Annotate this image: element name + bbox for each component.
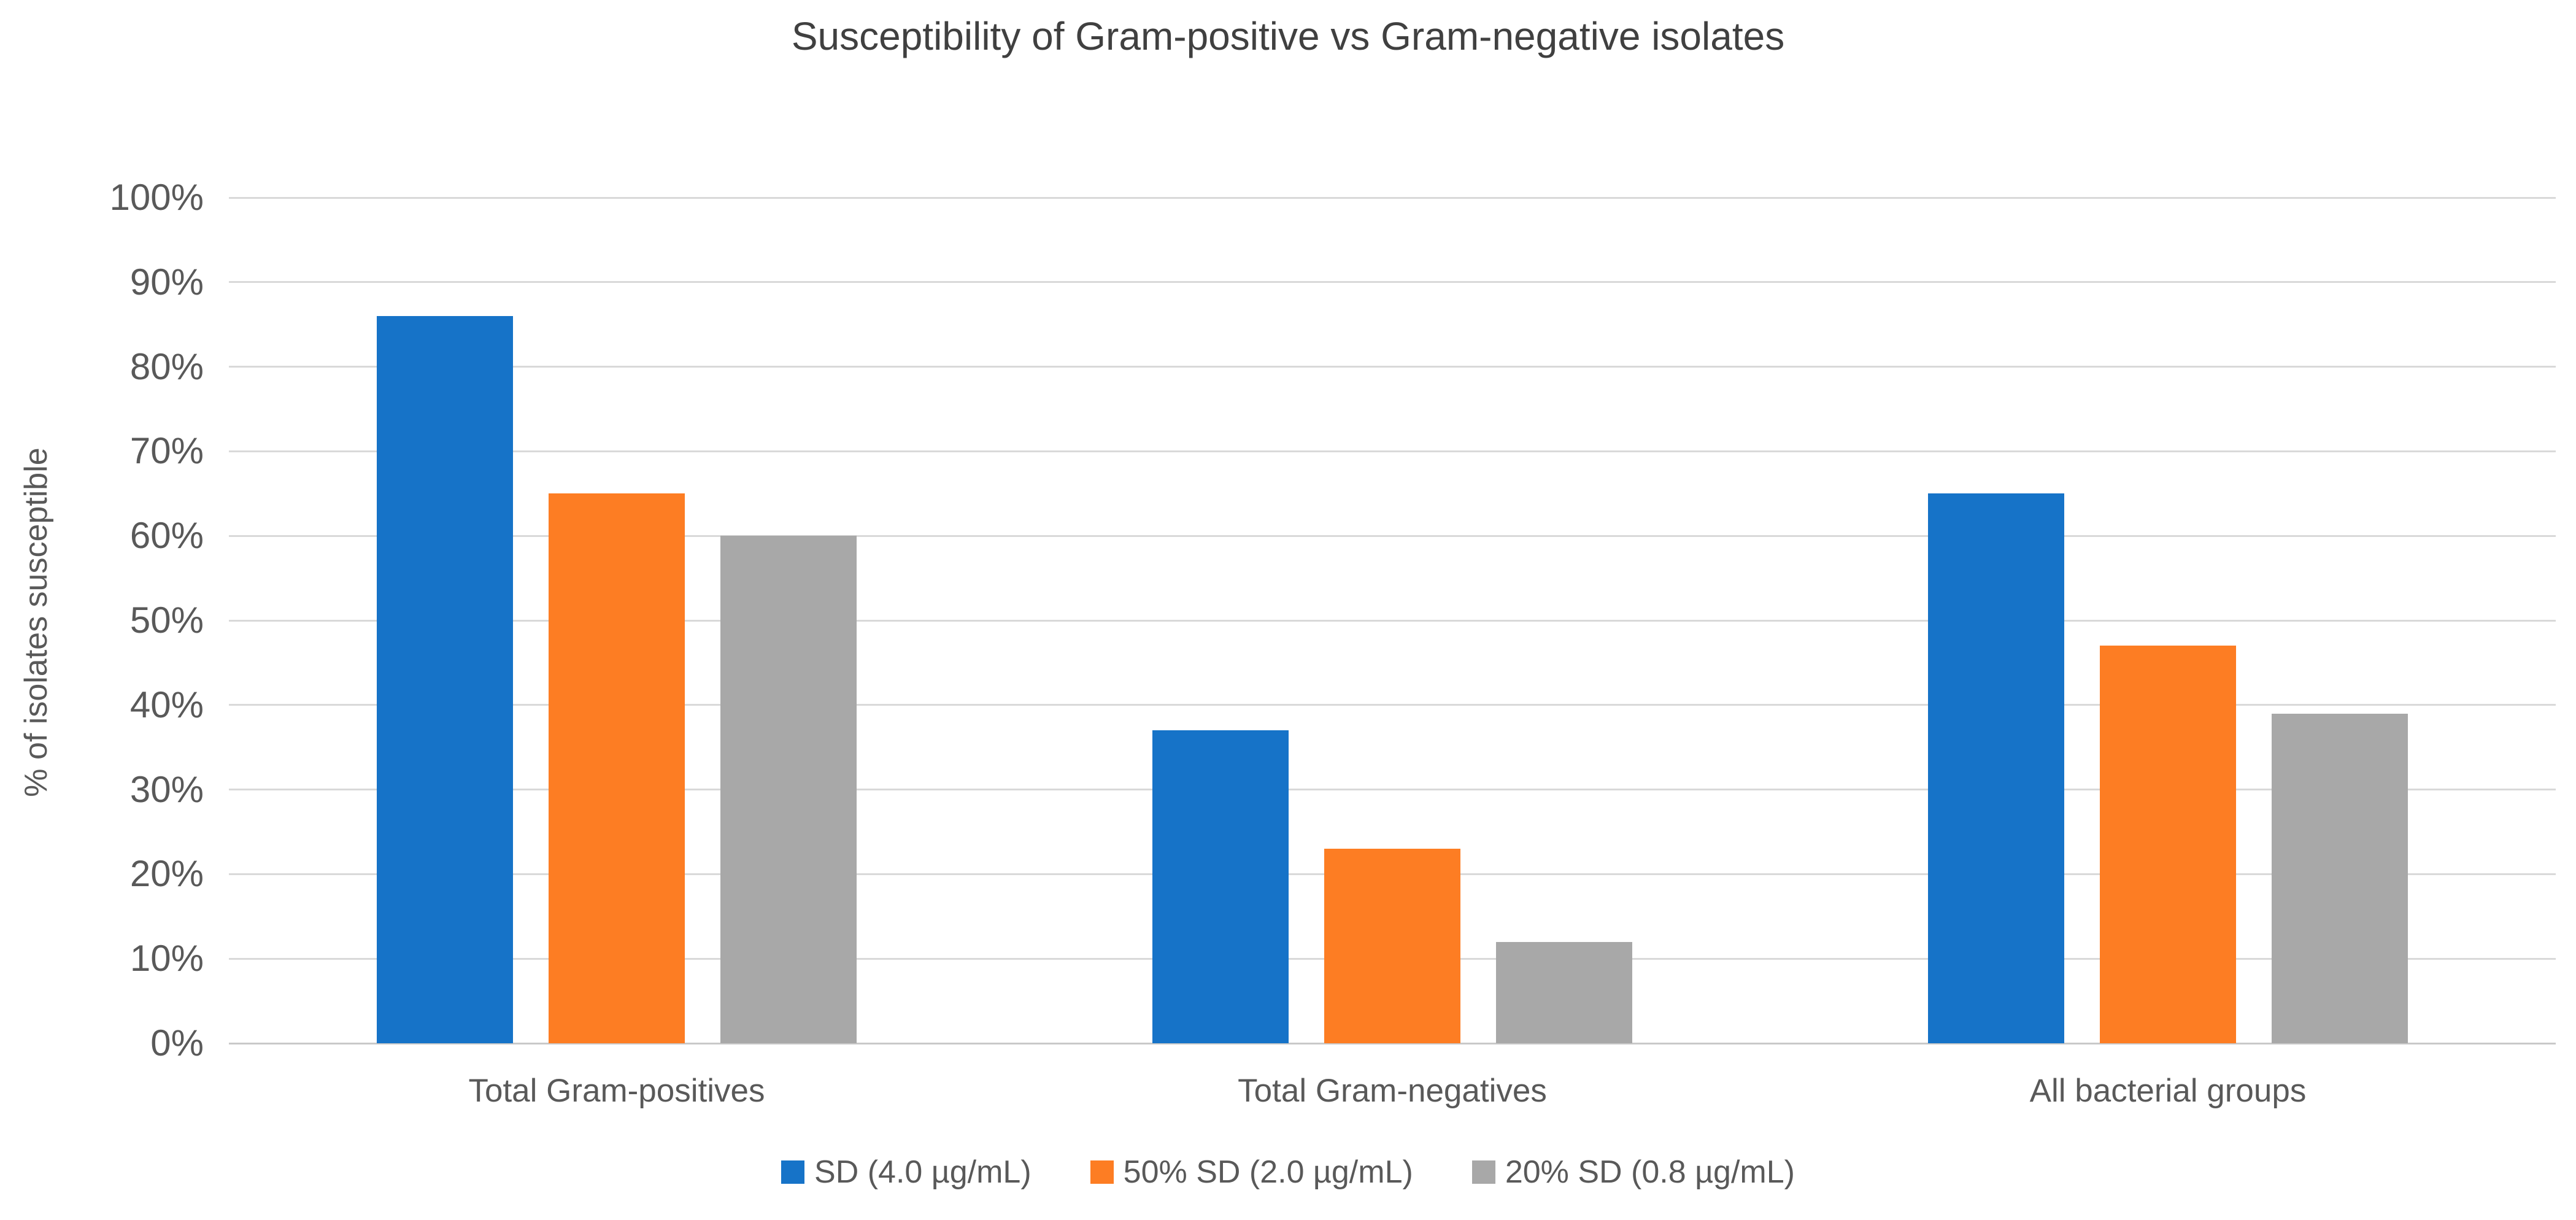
bar-series1-cat2	[1152, 730, 1289, 1043]
y-tick-label: 10%	[129, 938, 204, 979]
legend-item-series2: 50% SD (2.0 µg/mL)	[1090, 1154, 1413, 1191]
gridline	[229, 281, 2556, 284]
bar-series3-cat3	[2272, 713, 2408, 1043]
legend-swatch-icon	[1471, 1160, 1495, 1184]
chart-title: Susceptibility of Gram-positive vs Gram-…	[791, 14, 1785, 58]
x-axis-line	[229, 1042, 2556, 1044]
y-tick-label: 80%	[129, 346, 204, 387]
y-tick-label: 30%	[129, 768, 204, 810]
gridline	[229, 196, 2556, 199]
x-category-label: Total Gram-positives	[468, 1073, 765, 1109]
bar-series2-cat3	[2100, 646, 2236, 1043]
y-axis-title: % of isolates susceptible	[18, 447, 54, 797]
bar-series2-cat1	[549, 493, 685, 1043]
legend-label: SD (4.0 µg/mL)	[814, 1154, 1032, 1190]
y-tick-label: 90%	[129, 261, 204, 303]
y-tick-label: 0%	[150, 1022, 204, 1064]
y-tick-label: 40%	[129, 684, 204, 725]
bar-series3-cat2	[1496, 941, 1632, 1043]
legend-item-series3: 20% SD (0.8 µg/mL)	[1471, 1154, 1795, 1191]
y-tick-label: 70%	[129, 430, 204, 472]
bar-series1-cat1	[377, 315, 513, 1043]
gridline	[229, 789, 2556, 791]
legend-label: 50% SD (2.0 µg/mL)	[1123, 1154, 1413, 1190]
x-category-label: Total Gram-negatives	[1238, 1073, 1547, 1109]
bar-series3-cat1	[720, 536, 857, 1043]
gridline	[229, 704, 2556, 706]
y-tick-label: 50%	[129, 600, 204, 641]
legend-label: 20% SD (0.8 µg/mL)	[1505, 1154, 1795, 1190]
legend: SD (4.0 µg/mL) 50% SD (2.0 µg/mL) 20% SD (…	[0, 1154, 2576, 1191]
legend-item-series1: SD (4.0 µg/mL)	[781, 1154, 1032, 1191]
x-category-label: All bacterial groups	[2029, 1073, 2307, 1109]
legend-swatch-icon	[1090, 1160, 1114, 1184]
gridline	[229, 450, 2556, 452]
bar-series1-cat3	[1928, 493, 2064, 1043]
y-tick-label: 100%	[109, 177, 204, 218]
y-tick-label: 20%	[129, 853, 204, 895]
gridline	[229, 366, 2556, 368]
gridline	[229, 535, 2556, 537]
y-tick-label: 60%	[129, 515, 204, 557]
bar-series2-cat2	[1324, 849, 1460, 1043]
legend-swatch-icon	[781, 1160, 805, 1184]
gridline	[229, 619, 2556, 622]
